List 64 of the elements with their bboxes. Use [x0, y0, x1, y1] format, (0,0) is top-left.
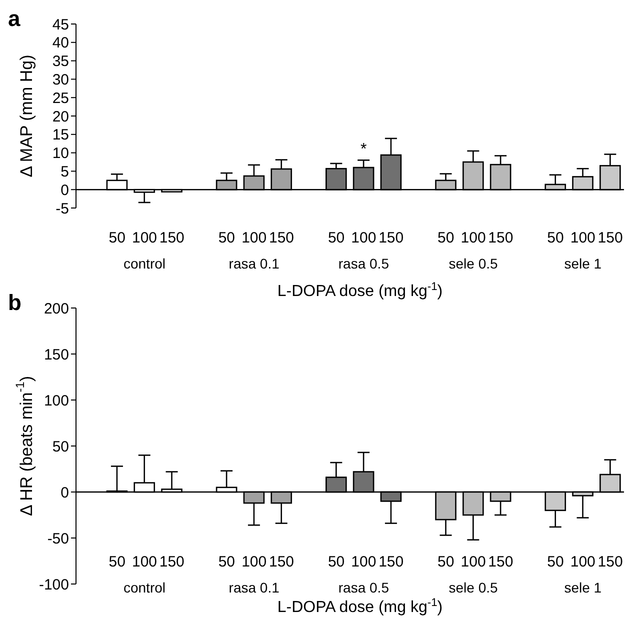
- x-tick-label: 100: [351, 553, 376, 570]
- y-tick-label: 35: [52, 53, 69, 70]
- annotation: rasa 0.5: [338, 579, 390, 596]
- x-tick-label: 100: [242, 553, 267, 570]
- annotation: rasa 0.1: [228, 579, 280, 596]
- y-tick-label: 40: [52, 34, 69, 52]
- y-tick-label: -100: [38, 576, 69, 594]
- y-tick-label: 5: [60, 164, 69, 181]
- annotation: control: [123, 579, 166, 596]
- x-tick-label: 150: [378, 229, 404, 246]
- x-tick-label: 50: [328, 553, 345, 570]
- x-tick-label: 50: [108, 229, 126, 246]
- x-tick-label: 50: [218, 553, 236, 570]
- y-tick-label: 100: [44, 392, 69, 410]
- x-tick-label: 50: [547, 229, 564, 246]
- x-tick-label: 50: [218, 229, 236, 246]
- chart-title: a: [8, 6, 20, 32]
- x-tick-label: 150: [598, 553, 623, 570]
- text: rasa 0.1: [228, 255, 280, 272]
- x-tick-label: 100: [460, 553, 486, 570]
- x-tick-label: 150: [268, 553, 294, 570]
- x-tick-label: 150: [488, 229, 514, 246]
- x-tick-label: 150: [488, 553, 514, 570]
- y-tick-label: -5: [56, 200, 69, 218]
- x-tick-label: 100: [242, 229, 267, 246]
- annotation: sele 0.5: [448, 579, 498, 596]
- y-axis-title: Δ MAP (mm Hg): [17, 54, 36, 178]
- x-tick-label: 100: [570, 553, 596, 570]
- x-tick-label: 50: [438, 229, 454, 246]
- x-tick-label: 50: [108, 553, 126, 570]
- text: sele 0.5: [448, 255, 498, 272]
- y-tick-label: 0: [60, 182, 69, 199]
- y-tick-label: 0: [60, 484, 69, 502]
- x-axis-title: L-DOPA dose (mg kg$^{-1}$): [277, 281, 443, 300]
- x-tick-label: 100: [132, 553, 158, 570]
- y-tick-label: -50: [47, 530, 69, 548]
- y-tick-label: 50: [52, 438, 69, 456]
- y-tick-label: 20: [52, 108, 69, 126]
- x-tick-label: 100: [351, 229, 376, 246]
- y-tick-label: 10: [52, 145, 69, 162]
- x-tick-label: 100: [132, 229, 158, 246]
- y-tick-label: 45: [52, 16, 69, 34]
- x-tick-label: 100: [460, 229, 486, 246]
- text: control: [123, 255, 166, 272]
- x-tick-label: 100: [570, 229, 596, 246]
- y-tick-label: 15: [52, 126, 69, 144]
- x-tick-label: 150: [378, 553, 404, 570]
- y-tick-label: 30: [52, 72, 69, 89]
- x-axis-title: L-DOPA dose (mg kg$^{-1}$): [277, 597, 443, 616]
- x-tick-label: 150: [159, 229, 184, 246]
- text: sele 1: [564, 255, 602, 272]
- chart-title: b: [8, 290, 22, 316]
- y-tick-label: 200: [44, 300, 69, 318]
- y-tick-label: 150: [44, 346, 69, 364]
- x-tick-label: 50: [438, 553, 454, 570]
- x-tick-label: 50: [328, 229, 345, 246]
- data-label: *: [360, 141, 367, 158]
- x-tick-label: 150: [268, 229, 294, 246]
- x-tick-label: 150: [598, 229, 623, 246]
- text: rasa 0.5: [338, 255, 390, 272]
- annotation: sele 1: [564, 579, 602, 596]
- y-tick-label: 25: [52, 90, 69, 107]
- x-tick-label: 150: [159, 553, 184, 570]
- x-tick-label: 50: [547, 553, 564, 570]
